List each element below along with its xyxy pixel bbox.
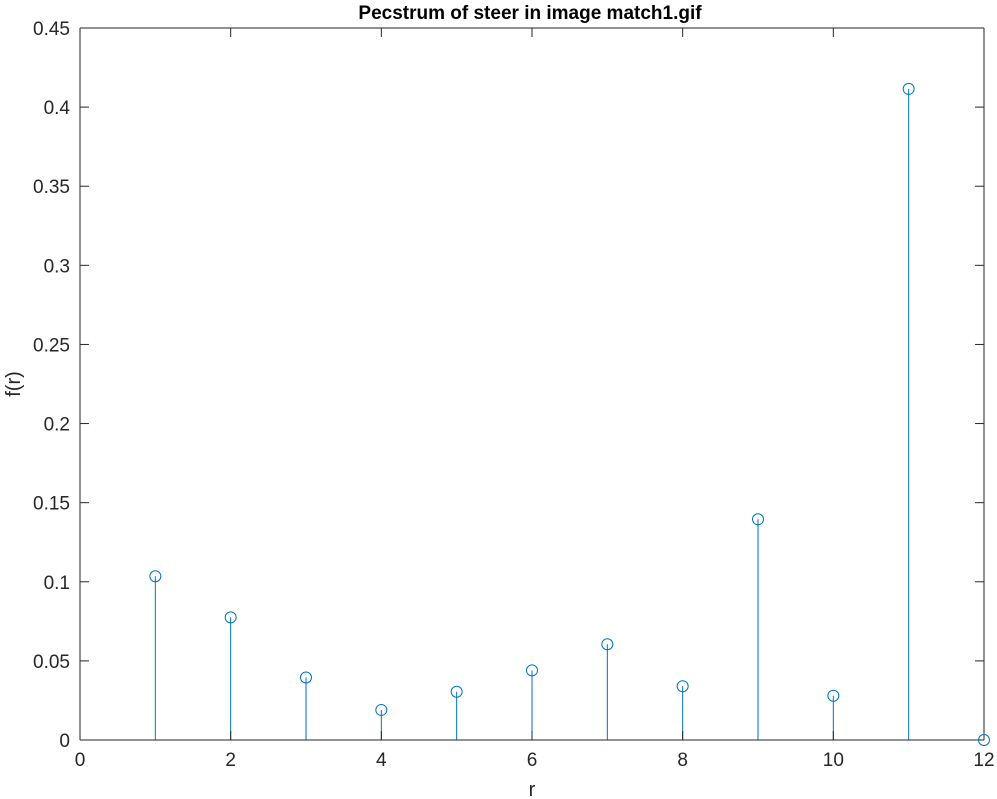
stem-marker bbox=[752, 513, 764, 526]
stem-marker bbox=[601, 638, 614, 651]
x-axis-label: r bbox=[529, 779, 536, 799]
stem-marker bbox=[902, 82, 915, 95]
x-tick-label: 10 bbox=[823, 750, 844, 771]
x-tick-label: 8 bbox=[677, 750, 688, 771]
y-tick-label: 0.3 bbox=[44, 256, 70, 277]
stem-marker bbox=[224, 611, 237, 624]
y-tick-label: 0.1 bbox=[44, 573, 70, 594]
y-tick-label: 0.4 bbox=[44, 98, 71, 119]
stem-marker bbox=[526, 664, 538, 677]
x-tick-label: 0 bbox=[75, 750, 86, 771]
markers-group bbox=[149, 82, 990, 746]
x-tick-label: 6 bbox=[527, 750, 538, 771]
plot-area bbox=[80, 28, 984, 740]
y-tick-label: 0.15 bbox=[33, 494, 70, 515]
stem-marker bbox=[827, 689, 840, 702]
stem-marker bbox=[978, 734, 990, 746]
ticks-group: 0 2 4 6 8 10 12 0 0.05 0.1 0.15 0.2 0.25 0.3 0.35 0.4 0.… bbox=[33, 19, 995, 771]
stem-marker bbox=[149, 570, 162, 583]
chart-title: Pecstrum of steer in image match1.gif bbox=[358, 3, 702, 24]
x-tick-label: 12 bbox=[973, 750, 994, 771]
stem-marker bbox=[450, 685, 463, 698]
stem-marker bbox=[375, 703, 388, 716]
y-tick-label: 0 bbox=[59, 731, 70, 752]
y-tick-label: 0.35 bbox=[33, 177, 70, 198]
x-tick-label: 2 bbox=[225, 750, 236, 771]
stem-marker bbox=[300, 671, 312, 684]
y-tick-label: 0.45 bbox=[33, 19, 70, 40]
x-tick-label: 4 bbox=[376, 750, 387, 771]
stem-marker bbox=[676, 680, 689, 693]
y-tick-label: 0.2 bbox=[44, 415, 70, 436]
y-tick-label: 0.05 bbox=[33, 652, 70, 673]
y-axis-label: f(r) bbox=[3, 371, 25, 397]
y-tick-label: 0.25 bbox=[33, 335, 70, 356]
